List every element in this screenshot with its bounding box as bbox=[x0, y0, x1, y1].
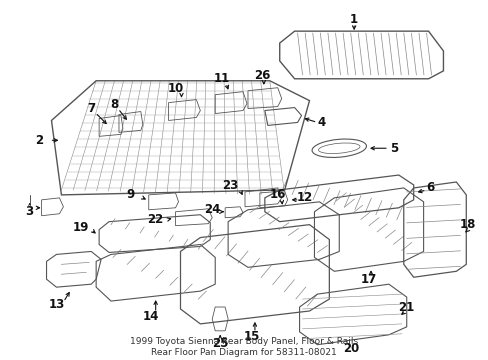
Text: 19: 19 bbox=[73, 221, 89, 234]
Text: 23: 23 bbox=[222, 179, 238, 193]
Text: 14: 14 bbox=[142, 310, 159, 323]
Text: 11: 11 bbox=[214, 72, 230, 85]
Text: 20: 20 bbox=[343, 342, 359, 355]
Text: 3: 3 bbox=[25, 205, 34, 218]
Text: 21: 21 bbox=[398, 301, 414, 314]
Text: 24: 24 bbox=[203, 203, 220, 216]
Text: 16: 16 bbox=[269, 188, 285, 201]
Text: 7: 7 bbox=[87, 102, 95, 115]
Text: 6: 6 bbox=[426, 181, 434, 194]
Text: 26: 26 bbox=[253, 69, 269, 82]
Text: 9: 9 bbox=[126, 188, 135, 201]
Text: 4: 4 bbox=[317, 116, 325, 129]
Text: 2: 2 bbox=[36, 134, 43, 147]
Text: 18: 18 bbox=[459, 218, 475, 231]
Text: 8: 8 bbox=[110, 98, 118, 111]
Text: 1999 Toyota Sienna Rear Body Panel, Floor & Rails
Rear Floor Pan Diagram for 583: 1999 Toyota Sienna Rear Body Panel, Floo… bbox=[130, 337, 357, 357]
Text: 12: 12 bbox=[296, 192, 312, 204]
Text: 5: 5 bbox=[389, 142, 397, 155]
Text: 1: 1 bbox=[349, 13, 358, 26]
Text: 13: 13 bbox=[48, 297, 64, 311]
Text: 15: 15 bbox=[243, 330, 260, 343]
Text: 25: 25 bbox=[212, 337, 228, 350]
Text: 10: 10 bbox=[167, 82, 183, 95]
Text: 22: 22 bbox=[147, 213, 163, 226]
Text: 17: 17 bbox=[360, 273, 376, 286]
